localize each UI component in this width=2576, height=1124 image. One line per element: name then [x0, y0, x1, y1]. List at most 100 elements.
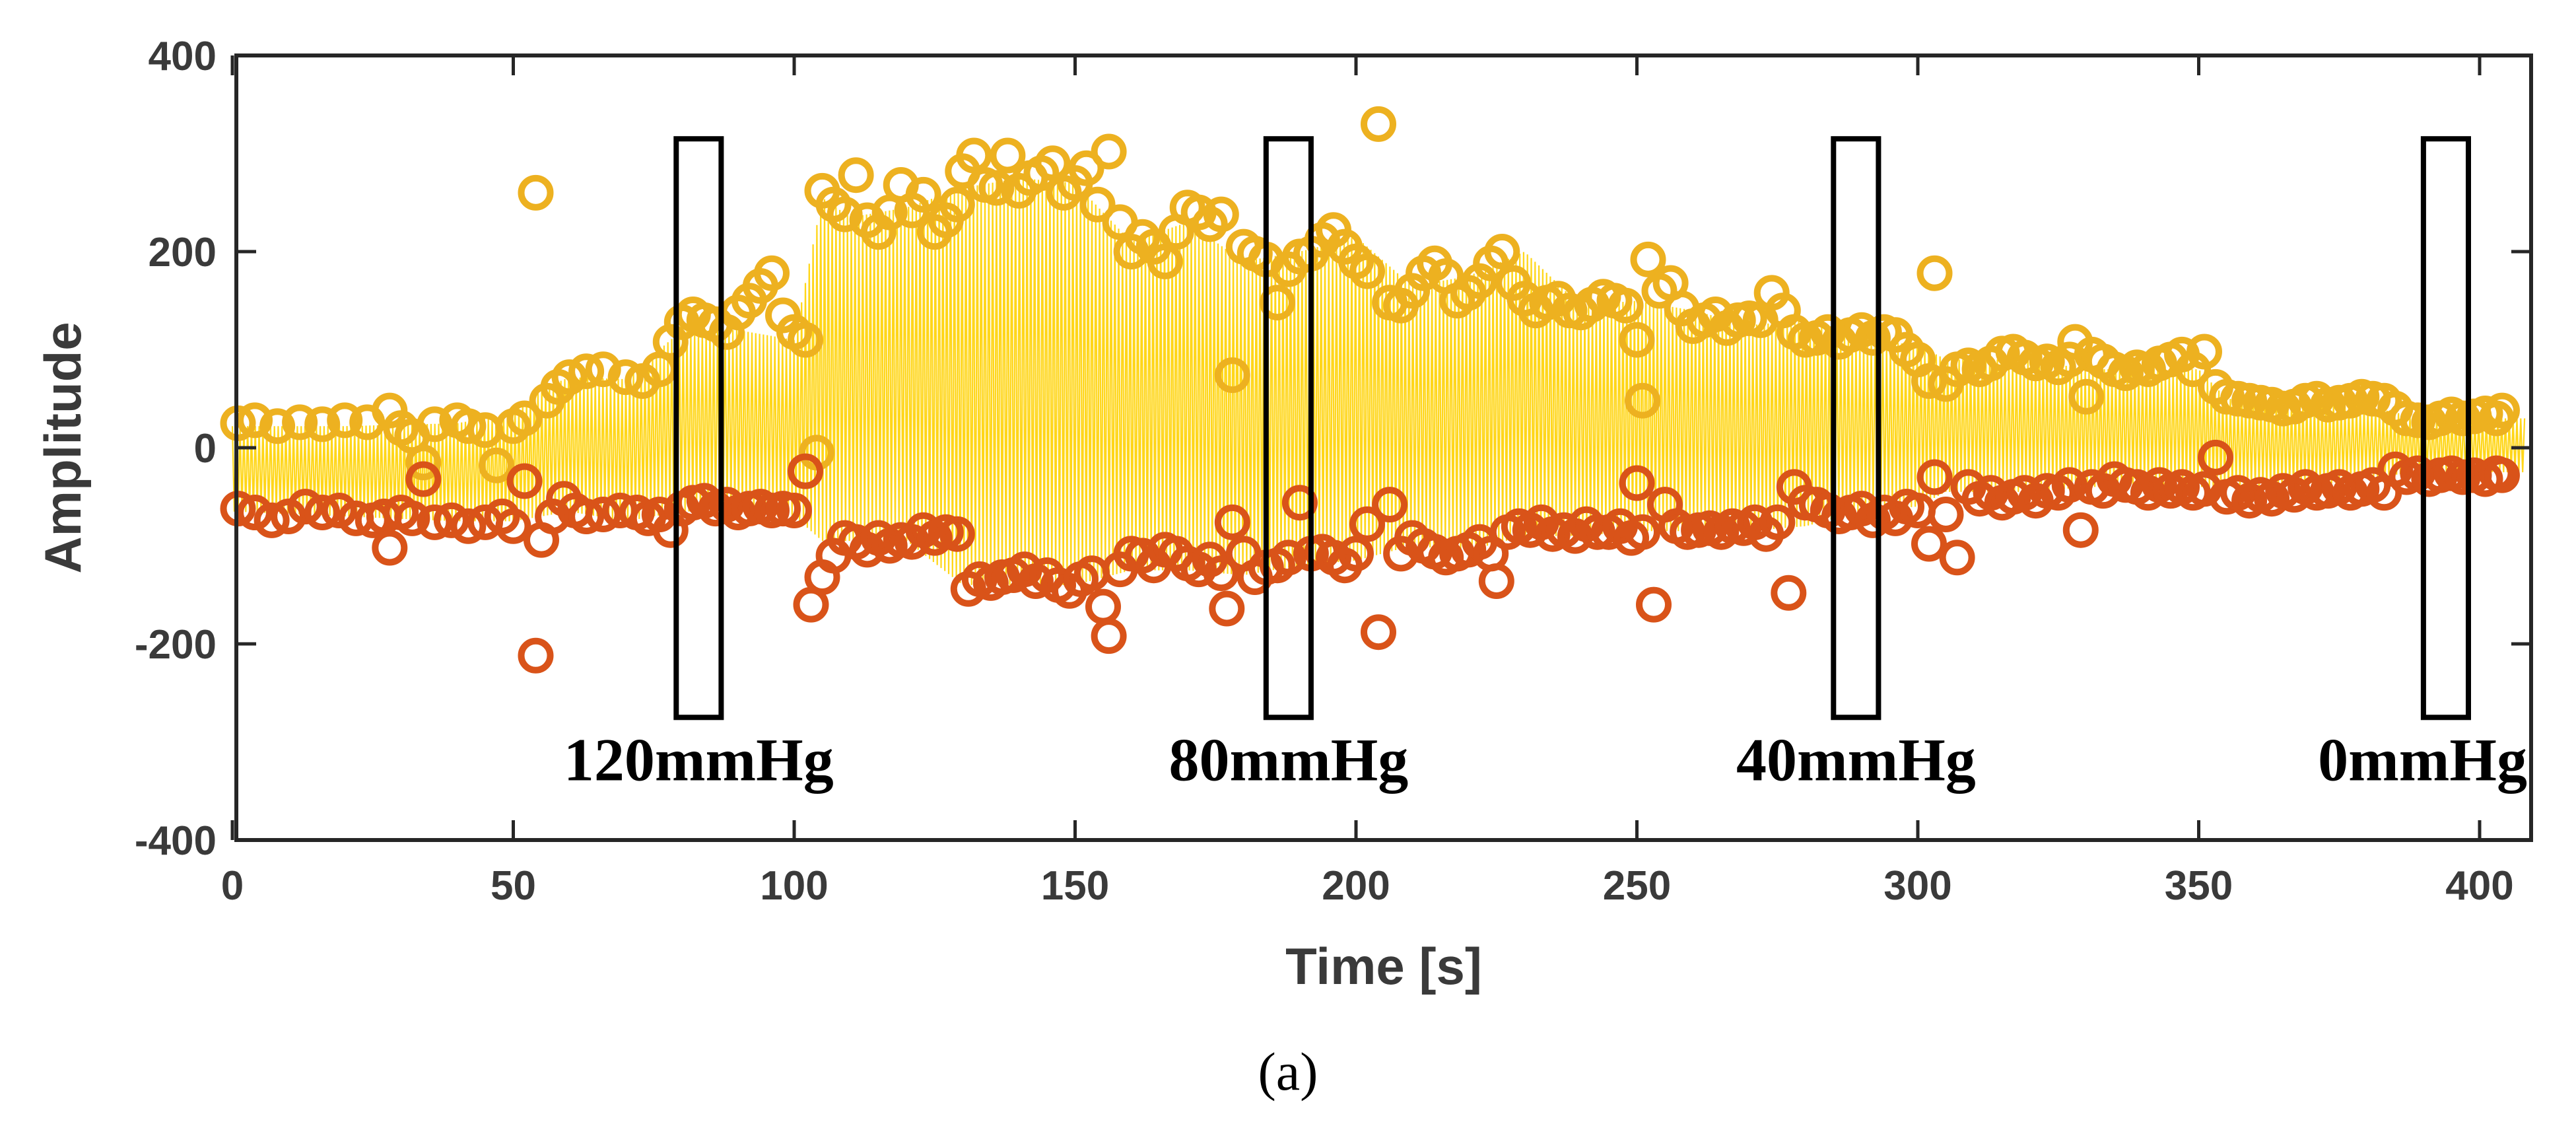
x-tick-label: 150: [1041, 863, 1109, 909]
upper-peak-marker: [259, 408, 296, 444]
upper-peak-marker: [450, 408, 487, 444]
y-tick-label: 200: [149, 230, 217, 275]
lower-trough-marker: [2062, 512, 2099, 548]
y-tick-label: 400: [149, 34, 217, 79]
upper-peak-marker: [2068, 378, 2105, 415]
x-axis-title: Time [s]: [1285, 937, 1482, 995]
upper-peak-marker: [754, 255, 790, 291]
upper-peak-marker: [939, 186, 975, 223]
upper-peak-marker: [1068, 150, 1104, 186]
pressure-region-box: [673, 136, 724, 720]
pressure-region-box: [1263, 136, 1314, 720]
lower-trough-marker: [1579, 514, 1615, 550]
upper-peak-marker: [2051, 341, 2087, 378]
lower-trough-marker: [1214, 504, 1250, 540]
upper-peak-marker: [1214, 357, 1250, 394]
upper-peak-marker: [304, 406, 341, 442]
lower-trough-marker: [1203, 555, 1239, 592]
upper-peak-marker: [479, 447, 514, 483]
lower-trough-marker: [788, 453, 823, 489]
x-tick-label: 100: [760, 863, 828, 909]
lower-trough-marker: [417, 504, 453, 540]
lower-trough-marker: [1091, 618, 1127, 654]
upper-peak-marker: [2484, 392, 2520, 429]
lower-trough-marker: [433, 502, 469, 538]
lower-trough-marker: [2484, 457, 2520, 493]
upper-peak-marker: [2186, 334, 2222, 370]
x-tick-label: 200: [1322, 863, 1390, 909]
upper-peak-marker: [1034, 145, 1071, 182]
lower-trough-marker: [405, 461, 442, 497]
lower-trough-marker: [1911, 526, 1947, 562]
upper-peak-marker: [1259, 285, 1295, 321]
lower-trough-marker: [568, 499, 605, 534]
lower-trough-marker: [372, 530, 408, 566]
upper-peak-marker: [1608, 287, 1644, 324]
pressure-label: 80mmHg: [1169, 726, 1408, 793]
axis-ticks: [230, 53, 2531, 842]
pressure-region-box: [2420, 136, 2471, 720]
upper-peak-marker: [1484, 234, 1520, 269]
lower-trough-marker: [1636, 586, 1672, 623]
upper-peak-marker: [1349, 253, 1385, 289]
upper-peak-marker: [905, 176, 941, 213]
x-tick-label: 300: [1883, 863, 1951, 909]
lower-trough-marker: [2198, 439, 2233, 475]
lower-trough-marker: [1928, 497, 1964, 532]
y-tick-labels: -400 -200 0 200 400: [135, 34, 217, 864]
upper-peak-marker: [1147, 243, 1183, 279]
upper-peak-marker: [1916, 255, 1953, 291]
lower-trough-marker: [1759, 504, 1796, 540]
lower-trough-marker: [1625, 514, 1660, 550]
lower-trough-marker: [254, 502, 290, 538]
upper-peak-marker: [1630, 241, 1666, 277]
upper-peak-marker: [518, 174, 554, 211]
x-tick-label: 400: [2445, 863, 2513, 909]
upper-peak-marker: [405, 444, 442, 481]
upper-peak-marker: [568, 353, 605, 390]
lower-trough-marker: [495, 508, 531, 544]
lower-trough-marker: [1361, 614, 1396, 650]
upper-peak-marker: [551, 359, 588, 396]
upper-peak-marker: [788, 322, 823, 358]
upper-peak-marker: [978, 170, 1015, 206]
figure-caption: (a): [1258, 1041, 1318, 1102]
lower-trough-marker: [939, 516, 975, 552]
upper-peak-marker: [1625, 382, 1660, 419]
lower-trough-marker: [2051, 467, 2087, 503]
upper-peak-marker: [1361, 106, 1396, 142]
x-tick-label: 250: [1603, 863, 1671, 909]
upper-peak-marker: [838, 157, 874, 193]
lower-trough-marker: [394, 500, 430, 536]
lower-trough-marker: [776, 493, 812, 528]
upper-peak-marker: [827, 196, 863, 232]
lower-trough-marker: [2186, 471, 2222, 507]
upper-peak-series: [220, 106, 2520, 483]
upper-peak-marker: [506, 400, 543, 437]
lower-trough-marker: [237, 495, 273, 530]
upper-peak-marker: [990, 137, 1026, 174]
x-tick-labels: 0 50 100 150 200 250 300 350 400: [221, 863, 2514, 909]
lower-trough-marker: [1209, 590, 1245, 627]
pressure-region-box: [1831, 136, 1881, 720]
upper-peak-marker: [1911, 363, 1947, 399]
lower-trough-marker: [518, 637, 554, 674]
upper-peak-marker: [1079, 186, 1116, 223]
x-tick-label: 0: [221, 863, 244, 909]
upper-peak-marker: [607, 359, 644, 396]
y-axis-title: Amplitude: [34, 322, 92, 573]
upper-peak-marker: [1203, 196, 1239, 232]
y-tick-label: -400: [135, 818, 217, 864]
pressure-regions: 120mmHg 80mmHg 40mmHg 0mmHg: [564, 136, 2527, 793]
lower-trough-marker: [506, 463, 543, 499]
y-tick-label: -200: [135, 622, 217, 668]
lower-trough-marker: [1349, 506, 1385, 542]
upper-peak-marker: [1091, 133, 1127, 170]
lower-trough-marker: [585, 497, 621, 532]
lower-trough-marker: [1270, 540, 1306, 576]
upper-peak-marker: [585, 351, 621, 388]
lower-trough-marker: [1619, 465, 1655, 501]
lower-trough-marker: [1771, 575, 1807, 611]
lower-trough-marker: [1338, 536, 1374, 572]
lower-trough-marker: [1939, 540, 1975, 576]
